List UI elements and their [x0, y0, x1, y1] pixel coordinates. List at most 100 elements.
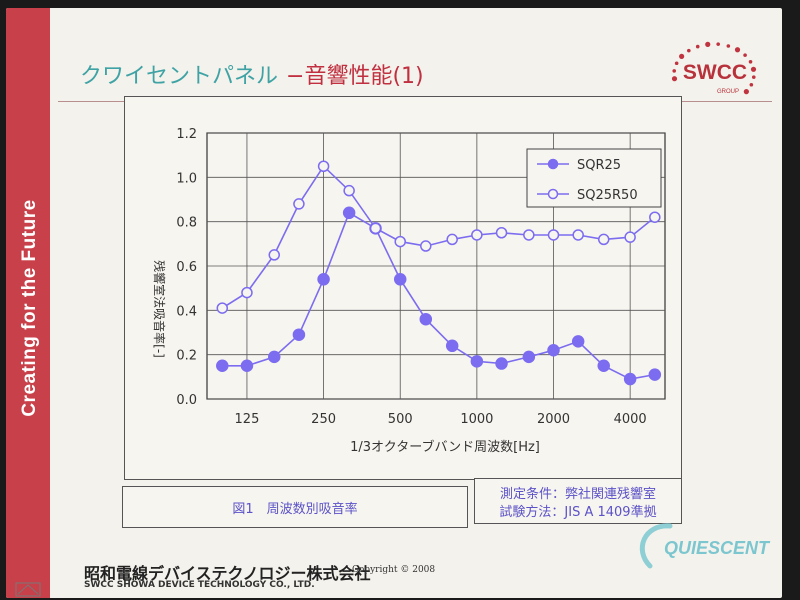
logo-dot [687, 48, 691, 53]
data-point [343, 184, 355, 197]
y-tick-labels: 0.0 0.2 0.4 0.6 0.8 1.0 1.2 [176, 127, 197, 408]
data-point [342, 206, 356, 220]
series-layer [216, 160, 662, 386]
logo-dot [716, 42, 720, 46]
logo-dot [734, 47, 741, 53]
data-point [597, 359, 610, 372]
logo-dots [671, 41, 757, 95]
condition-line-2: 試験方法：JIS A 1409準拠 [499, 505, 657, 520]
title-sub: −音響性能(1) [286, 64, 424, 89]
logo-dot [674, 61, 679, 66]
logo-dot [750, 66, 757, 72]
logo-dot [671, 76, 678, 82]
condition-line-1: 測定条件：弊社関連残響室 [499, 487, 656, 502]
figure-caption: 図1 周波数別吸音率 [232, 502, 358, 517]
y-tick-label: 1.0 [176, 171, 197, 186]
logo-dot [695, 44, 700, 49]
data-point [572, 229, 584, 241]
data-point [571, 335, 585, 348]
legend-label: SQ25R50 [577, 188, 638, 203]
data-point [471, 229, 483, 241]
legend-marker [547, 158, 559, 170]
logo-dot [705, 41, 711, 47]
logo-dot [672, 69, 677, 73]
x-tick-label: 1000 [460, 412, 493, 427]
copyright: Copyright © 2008 [352, 565, 436, 575]
y-tick-label: 1.2 [176, 127, 197, 142]
swcc-logo: SWCC GROUP [671, 41, 757, 95]
data-point [446, 233, 458, 246]
data-point [268, 249, 280, 261]
data-point [317, 273, 330, 286]
data-point [649, 211, 661, 223]
x-axis-label: 1/3オクターブバンド周波数[Hz] [350, 439, 540, 455]
legend-label: SQR25 [577, 158, 621, 173]
quiescent-logo: QUIESCENT [639, 523, 771, 569]
company-name-en: SWCC SHOWA DEVICE TECHNOLOGY CO., LTD. [84, 580, 315, 590]
data-point [445, 339, 459, 353]
x-tick-label: 4000 [614, 412, 647, 427]
series-SQR25 [216, 206, 662, 386]
logo-dot [679, 53, 685, 59]
data-point [648, 368, 662, 381]
chart-legend: SQR25 SQ25R50 [526, 148, 662, 208]
data-point [317, 160, 330, 172]
conditions-box: 測定条件：弊社関連残響室 試験方法：JIS A 1409準拠 [474, 478, 682, 524]
logo-text: SWCC [683, 61, 747, 84]
data-point [495, 227, 508, 239]
y-tick-label: 0.6 [176, 260, 197, 275]
company-name-ja: 昭和電線デバイステクノロジー株式会社 [84, 564, 371, 583]
slide-title: クワイセントパネル −音響性能(1) [80, 58, 424, 90]
y-tick-label: 0.8 [176, 216, 197, 231]
data-point [547, 343, 560, 357]
data-point [240, 359, 254, 372]
logo-dot [726, 44, 731, 48]
data-point [267, 350, 281, 364]
data-point [547, 229, 560, 241]
logo-dot [749, 82, 754, 87]
logo-dot [743, 53, 747, 57]
data-point [495, 357, 508, 370]
data-point [623, 372, 637, 386]
logo-dot [751, 75, 756, 79]
data-point [470, 355, 484, 368]
legend-marker [547, 188, 559, 200]
data-point [369, 222, 382, 235]
data-point [420, 240, 432, 252]
x-tick-label: 500 [388, 412, 413, 427]
data-point [522, 350, 536, 364]
data-point [419, 312, 433, 326]
footer-mark-icon [15, 582, 41, 597]
data-point [216, 302, 229, 314]
data-point [293, 198, 305, 210]
title-main: クワイセントパネル [80, 64, 279, 89]
chart: 0.0 0.2 0.4 0.6 0.8 1.0 1.2 125 250 500 1000 2000 4… [152, 127, 666, 455]
x-tick-labels: 125 250 500 1000 2000 4000 [235, 412, 647, 427]
x-tick-label: 250 [311, 412, 336, 427]
data-point [624, 231, 636, 243]
y-tick-label: 0.0 [176, 393, 197, 408]
x-tick-label: 125 [235, 412, 260, 427]
chart-grid [206, 132, 666, 400]
data-point [393, 273, 407, 286]
caption-box: 図1 周波数別吸音率 [122, 486, 468, 528]
series-SQ25R50 [216, 160, 661, 314]
logo-dot [748, 59, 753, 64]
x-tick-label: 2000 [537, 412, 570, 427]
data-point [216, 359, 229, 372]
logo-dot [743, 89, 749, 95]
logo-group-text: GROUP [717, 89, 739, 95]
data-point [241, 286, 253, 299]
sidebar: Creating for the Future [6, 8, 50, 598]
y-tick-label: 0.4 [176, 304, 197, 319]
data-point [597, 233, 610, 246]
y-axis-label: 残響室法吸音率[-] [152, 260, 167, 358]
chart-frame: 0.0 0.2 0.4 0.6 0.8 1.0 1.2 125 250 500 1000 2000 4… [124, 96, 682, 480]
data-point [292, 328, 306, 341]
sidebar-text: Creating for the Future [19, 199, 40, 417]
slide: Creating for the Future クワイセントパネル −音響性能(1… [6, 8, 782, 598]
brand-text: QUIESCENT [664, 538, 771, 558]
data-point [394, 235, 406, 248]
data-point [523, 229, 535, 241]
